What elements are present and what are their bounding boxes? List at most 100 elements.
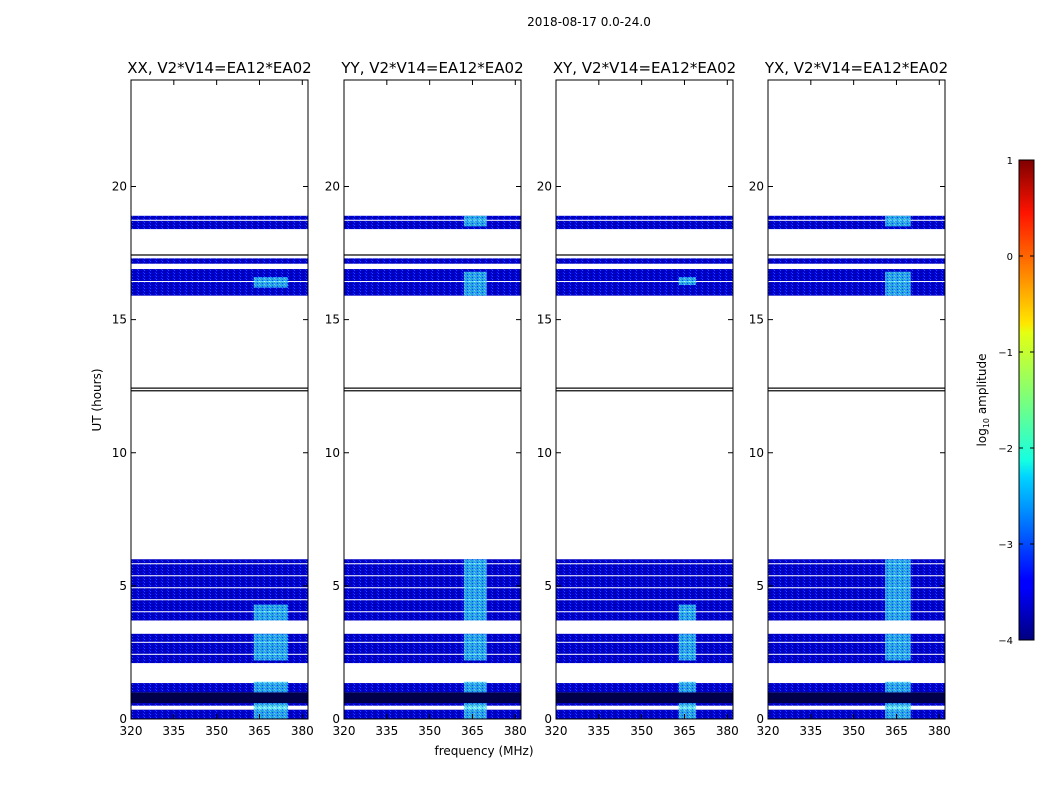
figure-suptitle: 2018-08-17 0.0-24.0 — [527, 15, 651, 29]
data-block-7 — [344, 258, 521, 264]
row-gap — [768, 219, 945, 221]
row-gap — [768, 575, 945, 577]
row-gap — [556, 653, 733, 655]
rfi-block-3 — [678, 604, 696, 621]
row-gap — [768, 599, 945, 601]
y-tick-label: 0 — [544, 712, 552, 726]
data-block-1 — [768, 703, 945, 706]
row-gap — [344, 281, 521, 283]
x-tick-label: 320 — [757, 724, 780, 738]
colorbar-tick-label: 1 — [1007, 156, 1013, 167]
x-tick-label: 335 — [375, 724, 398, 738]
colorbar-label: log10 amplitude — [975, 354, 991, 447]
empty-row-line-1 — [768, 387, 945, 389]
y-tick-label: 15 — [749, 313, 764, 327]
row-gap — [344, 587, 521, 589]
row-gap — [344, 611, 521, 613]
y-tick-label: 5 — [119, 579, 127, 593]
row-gap — [131, 575, 308, 577]
row-gap — [131, 653, 308, 655]
row-gap — [556, 281, 733, 283]
panel-title: XY, V2*V14=EA12*EA02 — [553, 59, 736, 77]
row-gap — [556, 563, 733, 565]
panel-frame — [130, 79, 309, 720]
data-block-0 — [131, 709, 308, 719]
row-gap — [131, 281, 308, 283]
data-block-8 — [556, 215, 733, 230]
data-block-7 — [768, 258, 945, 264]
colorbar-tick-label: −3 — [998, 540, 1013, 551]
x-tick-label: 320 — [333, 724, 356, 738]
y-tick-label: 20 — [749, 180, 764, 194]
data-block-5 — [344, 559, 521, 621]
empty-row-line-0 — [556, 390, 733, 392]
data-block-5 — [768, 559, 945, 621]
x-tick-label: 380 — [716, 724, 739, 738]
rfi-block-2 — [885, 633, 911, 661]
panel-frame — [343, 79, 522, 720]
y-tick-label: 15 — [112, 313, 127, 327]
panels: XX, V2*V14=EA12*EA02 320 335 350 365 380 0 5 10 1… — [112, 59, 951, 738]
data-block-6 — [344, 269, 521, 296]
row-gap — [768, 281, 945, 283]
y-tick-label: 0 — [119, 712, 127, 726]
data-block-7 — [131, 258, 308, 264]
row-gap — [768, 653, 945, 655]
data-block-1 — [131, 703, 308, 706]
rfi-block-1 — [885, 681, 911, 693]
rfi-block-0 — [463, 703, 487, 719]
x-tick-label: 335 — [799, 724, 822, 738]
x-tick-label: 380 — [291, 724, 314, 738]
x-tick-label: 350 — [205, 724, 228, 738]
empty-row-line-0 — [768, 390, 945, 392]
rfi-block-2 — [678, 633, 696, 661]
row-gap — [344, 653, 521, 655]
x-tick-label: 335 — [587, 724, 610, 738]
row-gap — [131, 587, 308, 589]
colorbar-tick-label: −2 — [998, 444, 1013, 455]
panel-1: YY, V2*V14=EA12*EA02 320 335 350 365 380 0 5 10 1… — [325, 59, 527, 738]
data-block-5 — [556, 559, 733, 621]
x-tick-label: 350 — [418, 724, 441, 738]
rfi-block-4 — [678, 277, 696, 286]
panel-frame — [767, 79, 946, 720]
data-block-0 — [344, 709, 521, 719]
y-tick-label: 5 — [756, 579, 764, 593]
x-tick-label: 365 — [461, 724, 484, 738]
data-block-6 — [556, 269, 733, 296]
y-tick-label: 15 — [537, 313, 552, 327]
panel-title: XX, V2*V14=EA12*EA02 — [127, 59, 311, 77]
rfi-block-3 — [885, 559, 911, 621]
x-tick-label: 350 — [630, 724, 653, 738]
y-tick-label: 0 — [332, 712, 340, 726]
panel-3: YX, V2*V14=EA12*EA02 320 335 350 365 380 0 5 10 1… — [749, 59, 951, 738]
data-block-3 — [344, 683, 521, 693]
row-gap — [768, 611, 945, 613]
x-tick-label: 320 — [120, 724, 143, 738]
y-axis-label: UT (hours) — [90, 368, 104, 431]
data-block-4 — [556, 633, 733, 664]
rfi-block-4 — [885, 271, 911, 296]
colorbar-tick-label: −1 — [998, 348, 1013, 359]
data-block-1 — [556, 703, 733, 706]
data-block-1 — [344, 703, 521, 706]
rfi-block-4 — [253, 277, 289, 288]
x-tick-label: 380 — [504, 724, 527, 738]
row-gap — [131, 611, 308, 613]
row-gap — [556, 575, 733, 577]
data-block-6 — [768, 269, 945, 296]
x-tick-label: 365 — [673, 724, 696, 738]
rfi-block-5 — [885, 215, 911, 227]
row-gap — [556, 219, 733, 221]
dark-block — [131, 692, 308, 704]
data-block-4 — [344, 633, 521, 664]
x-axis-label: frequency (MHz) — [434, 744, 533, 758]
data-block-8 — [131, 215, 308, 230]
x-tick-label: 380 — [928, 724, 951, 738]
row-gap — [344, 641, 521, 643]
rfi-block-0 — [885, 703, 911, 719]
row-gap — [768, 587, 945, 589]
row-gap — [344, 599, 521, 601]
row-gap — [768, 563, 945, 565]
